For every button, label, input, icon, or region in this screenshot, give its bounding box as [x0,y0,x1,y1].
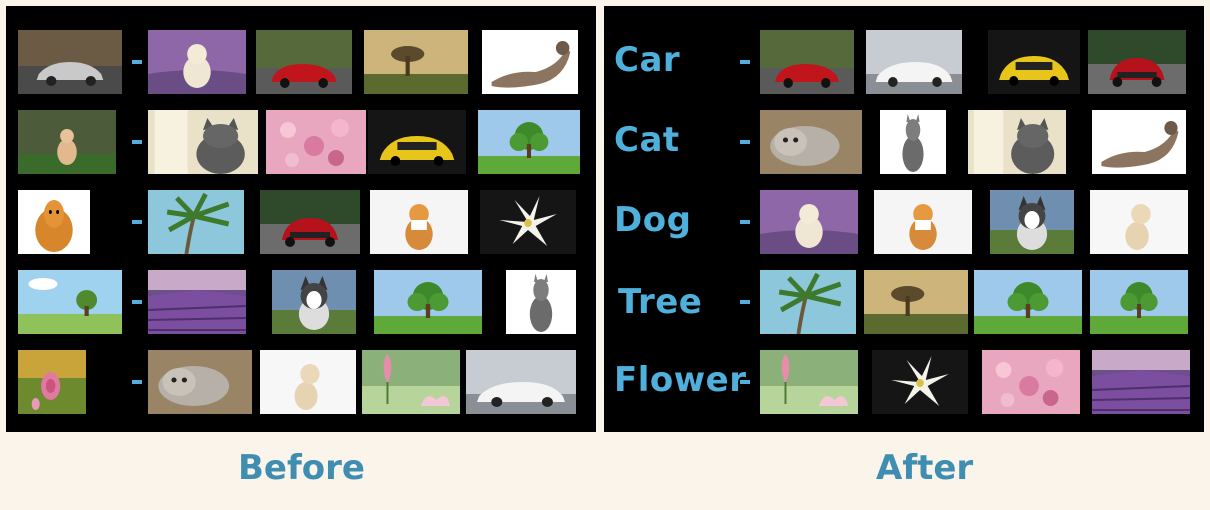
before-thumb-dog-in-lavender [148,30,246,94]
after-thumb-car-white-sports [866,30,962,94]
after-thumb-tree-green-field [974,270,1082,334]
after-thumb-cat-sitting [880,110,946,174]
after-thumb-flowers-pink-blossom [982,350,1080,414]
before-thumb-car-yellow [368,110,466,174]
after-dash [740,60,750,64]
before-dash [132,380,142,384]
after-thumb-flower-lotus [760,350,858,414]
after-thumb-car-red-front [1088,30,1186,94]
before-thumb-lavender-field [148,270,246,334]
after-thumb-cat-lying [760,110,862,174]
before-caption: Before [238,448,365,488]
after-dash [740,220,750,224]
before-thumb-dog-pomeranian [18,190,90,254]
before-thumb-cat-white-bg [482,30,578,94]
after-thumb-car-yellow [988,30,1080,94]
before-thumb-cat-sitting [506,270,576,334]
before-dash [132,60,142,64]
after-thumb-tree-green-field [1090,270,1188,334]
after-thumb-cat-gray-window [968,110,1066,174]
after-thumb-dog-pomeranian-white-bg [874,190,972,254]
before-thumb-dog-pomeranian-white-bg [370,190,468,254]
category-label-dog: Dog [614,200,692,240]
after-caption: After [876,448,974,488]
panel-divider [596,6,604,432]
after-thumb-tree-sunset [864,270,968,334]
category-label-flower: Flower [614,360,747,400]
before-thumb-cat-in-grass [18,110,116,174]
before-thumb-dog-husky [272,270,356,334]
before-thumb-car-red-road [256,30,352,94]
before-thumb-flower-pink-rose [18,350,86,414]
after-dash [740,300,750,304]
category-label-cat: Cat [614,120,680,160]
before-thumb-flowers-pink-blossom [266,110,366,174]
after-dash [740,380,750,384]
before-dash [132,300,142,304]
after-thumb-flower-white-lily [872,350,968,414]
after-panel: Car Cat Dog Tree Flower [604,6,1204,432]
before-thumb-tree-sunset [364,30,468,94]
before-thumb-car-white-sports [466,350,576,414]
before-thumb-cat-lying [148,350,252,414]
before-thumb-flower-lotus [362,350,460,414]
before-panel [6,6,596,432]
after-thumb-car-red-road [760,30,854,94]
after-thumb-lavender-field [1092,350,1190,414]
category-label-tree: Tree [618,282,703,322]
category-label-car: Car [614,40,681,80]
after-thumb-dog-husky [990,190,1074,254]
after-dash [740,140,750,144]
after-thumb-dog-in-lavender [760,190,858,254]
before-thumb-car-silver-road [18,30,122,94]
before-thumb-tree-palm [148,190,244,254]
after-thumb-dog-puppy-white-bg [1090,190,1188,254]
before-thumb-dog-puppy-white-bg [260,350,356,414]
after-thumb-tree-palm [760,270,856,334]
before-dash [132,220,142,224]
before-dash [132,140,142,144]
before-thumb-tree-green-field [374,270,482,334]
before-thumb-flower-white-lily [480,190,576,254]
after-thumb-cat-white-bg [1092,110,1186,174]
before-thumb-car-red-front [260,190,360,254]
before-thumb-tree-meadow [18,270,122,334]
before-thumb-tree-green-field [478,110,580,174]
before-thumb-cat-gray-window [148,110,258,174]
